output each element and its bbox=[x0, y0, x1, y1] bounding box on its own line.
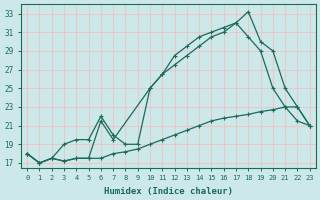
X-axis label: Humidex (Indice chaleur): Humidex (Indice chaleur) bbox=[104, 187, 233, 196]
